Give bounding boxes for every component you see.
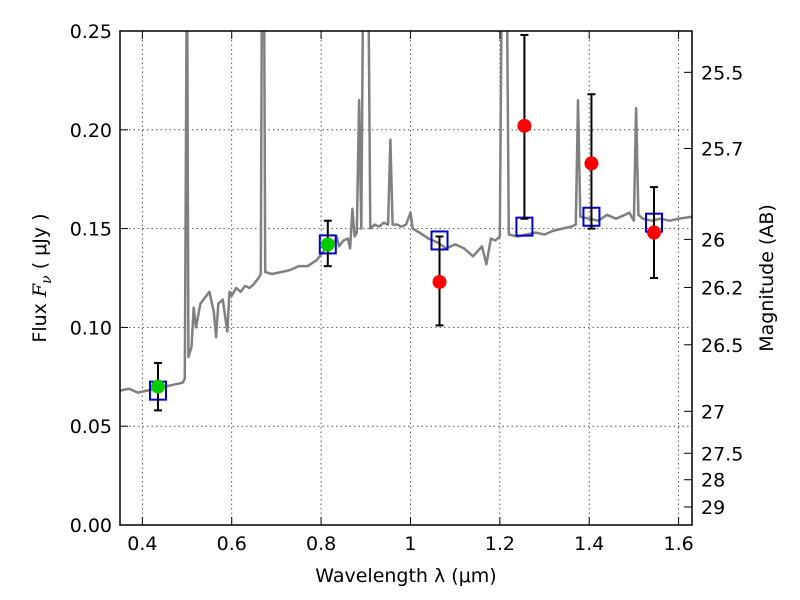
observed-point	[584, 156, 599, 171]
x-tick-label: 1.2	[485, 533, 515, 555]
x-tick-label: 1.4	[574, 533, 604, 555]
observed-point	[517, 118, 532, 133]
right-tick-label: 28	[701, 470, 725, 492]
y-axis-label-left: Flux Fν ( μJy )	[29, 213, 55, 342]
x-axis-label: Wavelength λ (μm)	[315, 565, 496, 587]
observed-point	[432, 274, 447, 289]
x-tick-label: 0.8	[306, 533, 336, 555]
right-tick-label: 29	[701, 497, 725, 519]
observed-point	[150, 379, 165, 394]
y-label-suffix: ( μJy )	[29, 213, 51, 275]
right-tick-label: 26.2	[701, 277, 743, 299]
x-tick-label: 1.6	[663, 533, 693, 555]
y-label-subscript: ν	[39, 275, 55, 284]
right-tick-label: 25.7	[701, 138, 743, 160]
plot-background	[120, 31, 692, 525]
y-label-prefix: Flux	[29, 297, 51, 343]
x-tick-label: 0.6	[217, 533, 247, 555]
right-tick-label: 26.5	[701, 335, 743, 357]
right-tick-label: 26	[701, 229, 725, 251]
x-tick-label: 1	[404, 533, 416, 555]
spectrum-line	[120, 31, 692, 394]
plot-frame	[119, 30, 693, 526]
right-tick-label: 25.5	[701, 62, 743, 84]
right-tick-label: 27	[701, 401, 725, 423]
x-tick-label: 0.4	[127, 533, 157, 555]
ticks: 0.4 0.6 0.8 1 1.2 1.4 1.6 0.00 0.05 0.10 0.15 0.20 0…	[70, 21, 744, 555]
right-tick-label: 27.5	[701, 443, 743, 465]
observed-point	[320, 237, 335, 252]
y-tick-label: 0.00	[70, 515, 112, 537]
y-tick-label: 0.10	[70, 317, 112, 339]
observed-point	[647, 225, 662, 240]
y-tick-label: 0.25	[70, 21, 112, 43]
y-tick-label: 0.05	[70, 416, 112, 438]
y-tick-label: 0.20	[70, 120, 112, 142]
y-axis-label-right: Magnitude (AB)	[756, 204, 778, 352]
y-label-symbol: F	[29, 283, 51, 298]
data-layer	[120, 31, 692, 412]
y-tick-label: 0.15	[70, 219, 112, 241]
